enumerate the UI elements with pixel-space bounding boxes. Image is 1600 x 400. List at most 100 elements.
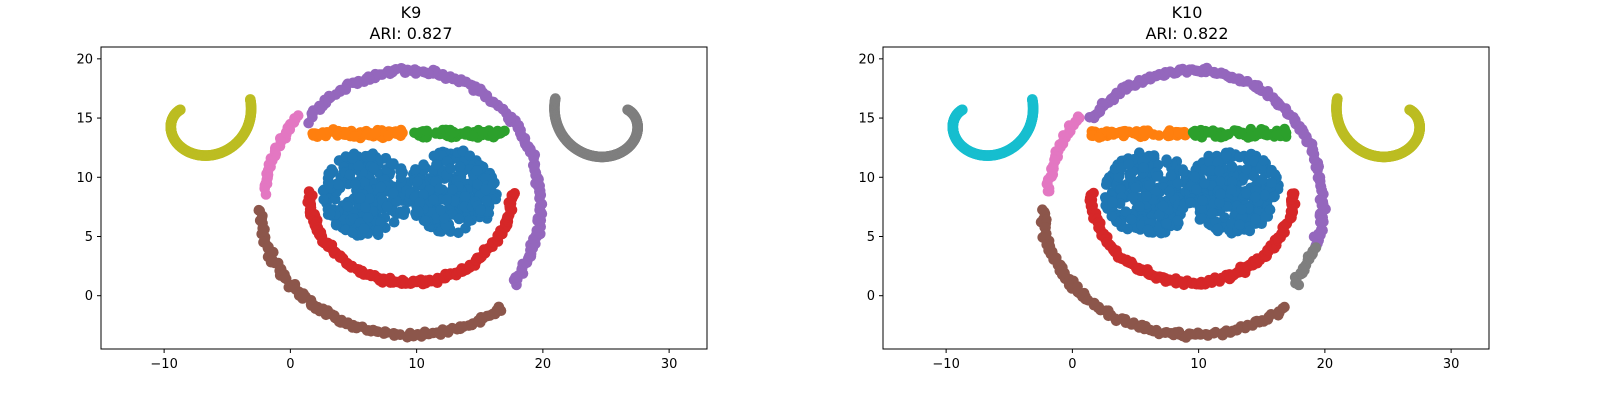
data-point [1128, 127, 1139, 139]
data-point [1221, 151, 1232, 162]
data-point [1172, 215, 1183, 227]
data-point [1219, 130, 1231, 142]
data-point [387, 187, 399, 199]
data-point [1191, 184, 1202, 195]
data-point [1203, 126, 1214, 138]
data-point [1195, 212, 1207, 223]
cluster-points [549, 93, 643, 163]
data-point [1043, 185, 1055, 197]
data-point [459, 191, 471, 202]
data-point [438, 212, 450, 224]
data-point [364, 193, 375, 204]
data-point [1134, 201, 1145, 212]
x-tick-label: −10 [150, 357, 177, 372]
cluster-points [1084, 187, 1301, 291]
data-point [395, 171, 407, 183]
data-point [1130, 182, 1141, 193]
axes-frame [100, 46, 708, 350]
data-point [412, 176, 423, 188]
data-point [435, 204, 447, 216]
data-point [1266, 166, 1278, 178]
y-tick-label: 15 [76, 112, 93, 127]
subplot-title: K10 [1172, 3, 1203, 22]
data-point [447, 184, 458, 195]
data-point [1215, 188, 1226, 200]
axes-frame [882, 46, 1490, 350]
data-point [487, 127, 499, 139]
data-point [487, 179, 499, 190]
data-point [1173, 127, 1185, 138]
data-point [414, 197, 426, 208]
data-point [1268, 191, 1280, 203]
data-point [550, 93, 561, 104]
data-point [1250, 213, 1261, 225]
data-point [318, 194, 330, 205]
x-tick-label: 0 [1068, 357, 1076, 372]
data-point [1236, 204, 1247, 215]
data-point [1107, 196, 1118, 208]
data-point [453, 227, 464, 239]
data-point [453, 213, 465, 225]
data-point [303, 117, 314, 129]
data-point [340, 129, 352, 140]
subplot-subtitle: ARI: 0.827 [369, 24, 452, 43]
data-point [1279, 301, 1290, 313]
data-point [1122, 223, 1133, 235]
data-point [1152, 159, 1164, 171]
data-point [1259, 189, 1270, 201]
x-tick-label: 10 [1190, 357, 1207, 372]
y-tick-label: 15 [858, 112, 875, 127]
data-point [347, 152, 358, 164]
data-point [368, 162, 380, 174]
data-point [324, 169, 336, 180]
data-point [349, 179, 361, 190]
data-point [428, 194, 439, 206]
data-point [1310, 242, 1322, 253]
y-tick-label: 5 [867, 230, 875, 245]
x-tick-label: −10 [932, 357, 959, 372]
data-point [444, 124, 456, 136]
data-point [1027, 94, 1038, 105]
data-point [315, 129, 326, 140]
data-point [1138, 162, 1149, 173]
data-point [1234, 219, 1245, 230]
cluster-points [302, 186, 520, 290]
cluster-points [401, 145, 502, 239]
data-point [464, 150, 476, 162]
data-point [1197, 195, 1208, 206]
subplot-k10: K10 ARI: 0.822 −10 0 10 20 30 0 5 10 15 20 [858, 3, 1490, 372]
data-point [398, 209, 410, 220]
cluster-points [165, 94, 257, 161]
data-point [495, 305, 507, 317]
data-point [1206, 207, 1218, 219]
data-point [430, 213, 442, 224]
data-point [1245, 131, 1256, 142]
data-point [1261, 129, 1273, 141]
data-point [1165, 170, 1177, 181]
cluster-points [1331, 93, 1425, 163]
data-point [1258, 155, 1269, 166]
data-point [1226, 184, 1237, 195]
cluster-points [409, 124, 510, 143]
data-point [245, 94, 256, 105]
data-point [431, 159, 442, 170]
data-point [1153, 130, 1165, 141]
data-point [471, 165, 483, 176]
scatter-points [947, 62, 1425, 343]
data-point [1172, 177, 1184, 189]
data-point [375, 217, 386, 228]
axes: −10 0 10 20 30 0 5 10 15 20 [858, 46, 1490, 372]
data-point [1266, 177, 1277, 189]
x-tick-label: 10 [408, 357, 425, 372]
data-point [1280, 127, 1292, 138]
data-point [355, 192, 366, 204]
data-point [395, 124, 407, 136]
cluster-points [259, 110, 304, 200]
cluster-points [1187, 123, 1292, 143]
data-point [412, 206, 424, 217]
data-point [475, 204, 486, 216]
scatter-points [165, 63, 643, 343]
data-point [260, 189, 272, 200]
data-point [1213, 165, 1225, 177]
data-point [358, 223, 370, 234]
